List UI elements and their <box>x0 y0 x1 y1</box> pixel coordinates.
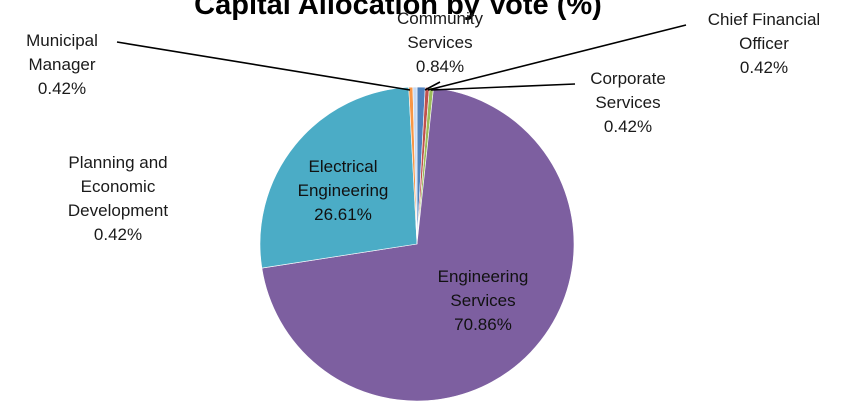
slice-label-4: Electrical Engineering 26.61% <box>298 157 389 224</box>
leader-lines <box>116 24 687 91</box>
chart-title: Capital Allocation by Vote (%) <box>194 0 602 21</box>
slice-label-1: Chief Financial Officer 0.42% <box>708 10 820 77</box>
slice-label-5: Planning and Economic Development 0.42% <box>68 153 168 244</box>
slice-label-3: Engineering Services 70.86% <box>438 267 529 334</box>
slice-name-label-2: Services <box>595 93 660 112</box>
slice-label-6: Municipal Manager 0.42% <box>26 31 98 98</box>
slice-name-label-6: Manager <box>28 55 95 74</box>
slice-name-label-1: Chief Financial <box>708 10 820 29</box>
slice-value-label-6: 0.42% <box>38 79 86 98</box>
slice-name-label-5: Economic <box>81 177 156 196</box>
slice-name-label-5: Development <box>68 201 168 220</box>
slice-name-label-0: Community <box>397 9 483 28</box>
slice-name-label-3: Engineering <box>438 267 529 286</box>
slice-name-label-1: Officer <box>739 34 789 53</box>
pie-slice-6 <box>412 86 418 245</box>
slice-value-label-3: 70.86% <box>454 315 512 334</box>
slice-name-label-5: Planning and <box>68 153 167 172</box>
leader-line-2 <box>430 83 576 91</box>
pie-slice-3 <box>261 87 575 401</box>
slice-name-label-4: Electrical <box>309 157 378 176</box>
slice-name-label-0: Services <box>407 33 472 52</box>
slice-labels: Community Services 0.84% Chief Financial Off… <box>26 9 820 334</box>
slice-value-label-2: 0.42% <box>604 117 652 136</box>
slice-name-label-2: Corporate <box>590 69 666 88</box>
slice-value-label-0: 0.84% <box>416 57 464 76</box>
slice-label-0: Community Services 0.84% <box>397 9 483 76</box>
pie-slices <box>259 86 575 401</box>
slice-value-label-1: 0.42% <box>740 58 788 77</box>
leader-line-1 <box>427 24 687 91</box>
leader-line-6 <box>116 41 411 91</box>
slice-label-2: Corporate Services 0.42% <box>590 69 666 136</box>
leader-line-0 <box>424 81 441 91</box>
slice-value-label-4: 26.61% <box>314 205 372 224</box>
slice-value-label-5: 0.42% <box>94 225 142 244</box>
slice-name-label-3: Services <box>450 291 515 310</box>
pie-slice-4 <box>259 86 418 269</box>
slice-name-label-4: Engineering <box>298 181 389 200</box>
slice-name-label-6: Municipal <box>26 31 98 50</box>
